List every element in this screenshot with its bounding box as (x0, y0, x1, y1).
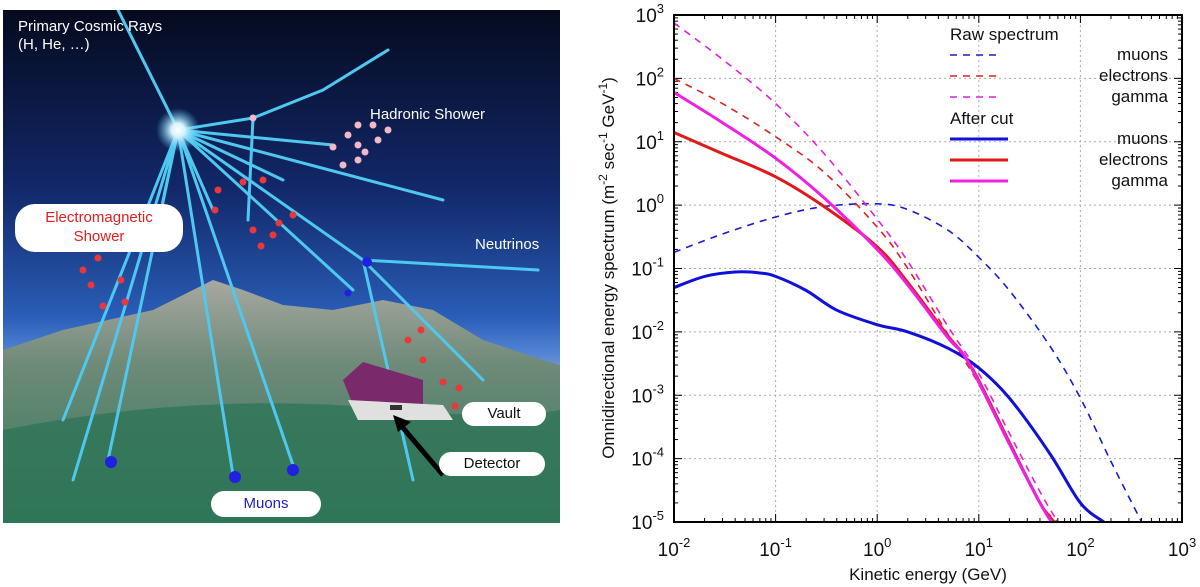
y-tick-label: 10-2 (631, 318, 664, 344)
tick-exponent: -4 (652, 445, 664, 460)
legend-entry-label: muons (1117, 45, 1168, 64)
tick-exponent: 2 (1087, 535, 1094, 550)
valley (3, 403, 560, 523)
tick-base: 10 (636, 69, 657, 90)
tick-exponent: 3 (1189, 535, 1196, 550)
tick-exponent: 1 (657, 128, 664, 143)
tick-exponent: -2 (679, 535, 691, 550)
tick-base: 10 (965, 540, 986, 561)
series-line-after-cut-electrons (674, 131, 1056, 522)
tick-base: 10 (631, 513, 652, 534)
tick-base: 10 (631, 260, 652, 281)
legend-group-title: Raw spectrum (950, 25, 1059, 44)
primary-cosmic-rays-line2: (H, He, …) (18, 36, 90, 53)
tick-exponent: -1 (780, 535, 792, 550)
y-tick-label: 10-4 (631, 445, 664, 471)
illustration-scene (3, 10, 560, 523)
tick-base: 10 (636, 6, 657, 27)
y-tick-label: 10-3 (631, 381, 664, 407)
tick-base: 10 (658, 540, 679, 561)
primary-interaction-flare (156, 108, 200, 152)
y-axis-label: Omnidirectional energy spectrum (m-2 sec… (596, 77, 618, 459)
tick-exponent: 1 (986, 535, 993, 550)
y-tick-label: 10-1 (631, 255, 664, 281)
x-tick-label: 101 (965, 535, 993, 561)
y-label-superscript: -1 (596, 132, 610, 143)
tick-exponent: -5 (652, 508, 664, 523)
series-lines (674, 22, 1143, 522)
x-axis-label: Kinetic energy (GeV) (849, 565, 1007, 584)
tick-exponent: 0 (884, 535, 891, 550)
legend-entry-label: muons (1117, 129, 1168, 148)
y-tick-label: 101 (636, 128, 664, 154)
series-line-raw-spectrum-muons (674, 202, 1143, 522)
legend-entry-label: electrons (1099, 150, 1168, 169)
tick-exponent: -3 (652, 381, 664, 396)
series-line-after-cut-gamma (674, 91, 1053, 522)
y-tick-label: 100 (636, 191, 664, 217)
tick-exponent: -1 (652, 255, 664, 270)
series-line-after-cut-muons (674, 270, 1105, 522)
detector-label: Detector (439, 452, 545, 476)
legend: Raw spectrum muons electrons gamma After cut… (950, 25, 1169, 190)
x-tick-label: 10-1 (759, 535, 792, 561)
primary-cosmic-rays-line1: Primary Cosmic Rays (18, 18, 163, 35)
em-label-line2: Shower (73, 228, 125, 245)
tick-exponent: 0 (657, 191, 664, 206)
y-tick-label: 102 (636, 64, 664, 90)
em-label-line1: Electromagnetic (45, 209, 153, 226)
tick-exponent: 3 (657, 1, 664, 16)
hadronic-particles (249, 114, 392, 169)
tick-exponent: 2 (657, 64, 664, 79)
y-label-part: sec (599, 142, 618, 174)
cosmic-ray-illustration: Primary Cosmic Rays (H, He, …) Hadronic … (3, 10, 560, 523)
x-tick-label: 10-2 (658, 535, 691, 561)
y-tick-label: 10-5 (631, 508, 664, 534)
neutrinos-label: Neutrinos (475, 236, 540, 253)
muons-label: Muons (211, 491, 321, 517)
tick-base: 10 (1066, 540, 1087, 561)
vault-detector (343, 362, 453, 420)
y-label-part: Omnidirectional energy spectrum (m (599, 185, 618, 459)
tick-base: 10 (1168, 540, 1189, 561)
detector-arrow (396, 420, 445, 477)
tick-base: 10 (863, 540, 884, 561)
legend-entry-label: gamma (1111, 171, 1168, 190)
primary-cosmic-rays-label: Primary Cosmic Rays (H, He, …) (18, 18, 162, 54)
series-line-raw-spectrum-gamma (674, 22, 1059, 522)
series-line-raw-spectrum-electrons (674, 77, 1059, 522)
tick-exponent: -2 (652, 318, 664, 333)
tick-base: 10 (636, 133, 657, 154)
detector-arrow-head (393, 415, 411, 432)
electromagnetic-shower-label: Electromagnetic Shower (15, 204, 183, 252)
y-tick-label: 103 (636, 1, 664, 27)
tick-base: 10 (631, 450, 652, 471)
plot-frame (673, 14, 1183, 523)
muon-particles (105, 257, 372, 483)
vault-label: Vault (462, 402, 546, 426)
tick-base: 10 (636, 196, 657, 217)
x-tick-labels: 10-2 10-1 100 101 102 103 (658, 535, 1197, 561)
y-label-part: GeV (599, 93, 618, 132)
legend-entry-label: electrons (1099, 66, 1168, 85)
hadronic-shower-label: Hadronic Shower (370, 106, 486, 123)
tick-base: 10 (631, 386, 652, 407)
x-tick-label: 100 (863, 535, 891, 561)
x-tick-label: 103 (1168, 535, 1196, 561)
tick-base: 10 (631, 323, 652, 344)
y-label-part: ) (599, 77, 618, 83)
legend-group-title: After cut (950, 109, 1014, 128)
y-label-superscript: -2 (596, 174, 610, 185)
legend-entry-label: gamma (1111, 87, 1168, 106)
tick-base: 10 (759, 540, 780, 561)
x-tick-label: 102 (1066, 535, 1094, 561)
y-label-superscript: -1 (596, 83, 610, 94)
em-particles (79, 176, 463, 410)
grid (674, 15, 1182, 522)
